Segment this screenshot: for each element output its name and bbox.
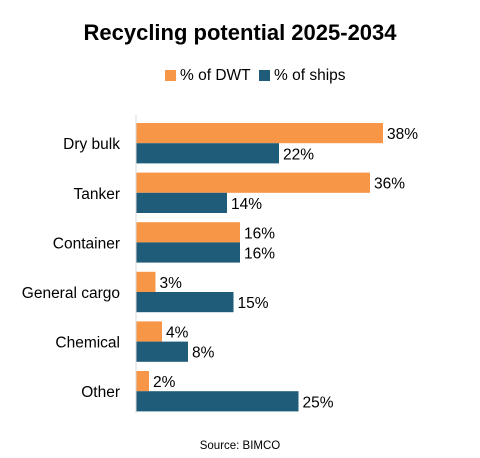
legend-label: % of DWT bbox=[180, 67, 251, 84]
data-label: 25% bbox=[303, 394, 334, 411]
data-label: 15% bbox=[238, 295, 269, 312]
bar bbox=[136, 123, 383, 144]
legend-item: % of ships bbox=[259, 67, 346, 84]
data-label: 2% bbox=[153, 374, 176, 391]
legend-item: % of DWT bbox=[165, 67, 251, 84]
legend-swatch bbox=[165, 70, 176, 81]
bar bbox=[136, 271, 156, 292]
legend-label: % of ships bbox=[274, 67, 346, 84]
category-label: Container bbox=[53, 235, 120, 252]
bar bbox=[136, 292, 234, 313]
plot-area: Dry bulk 38% 22% Tanker 36% 14% Container 16% 16… bbox=[22, 123, 418, 412]
data-label: 14% bbox=[231, 196, 262, 213]
bar bbox=[136, 341, 188, 362]
data-label: 16% bbox=[244, 225, 275, 242]
chart-title: Recycling potential 2025-2034 bbox=[83, 20, 397, 45]
data-label: 36% bbox=[374, 176, 405, 193]
bar bbox=[136, 192, 227, 213]
data-label: 8% bbox=[192, 345, 215, 362]
bar bbox=[136, 391, 299, 412]
bar bbox=[136, 371, 149, 392]
bar bbox=[136, 172, 370, 193]
data-label: 16% bbox=[244, 246, 275, 263]
legend-swatch bbox=[259, 70, 270, 81]
category-label: Other bbox=[81, 384, 120, 401]
bar bbox=[136, 242, 240, 263]
data-label: 4% bbox=[166, 325, 189, 342]
source-note: Source: BIMCO bbox=[200, 440, 281, 452]
category-label: Tanker bbox=[73, 186, 120, 203]
data-label: 22% bbox=[283, 146, 314, 163]
category-label: Dry bulk bbox=[63, 136, 120, 153]
category-label: General cargo bbox=[22, 285, 120, 302]
bar bbox=[136, 222, 240, 243]
data-label: 38% bbox=[387, 126, 418, 143]
data-label: 3% bbox=[160, 275, 183, 292]
category-label: Chemical bbox=[55, 335, 120, 352]
bar bbox=[136, 321, 162, 342]
bar bbox=[136, 143, 279, 164]
legend: % of DWT % of ships bbox=[165, 67, 346, 84]
